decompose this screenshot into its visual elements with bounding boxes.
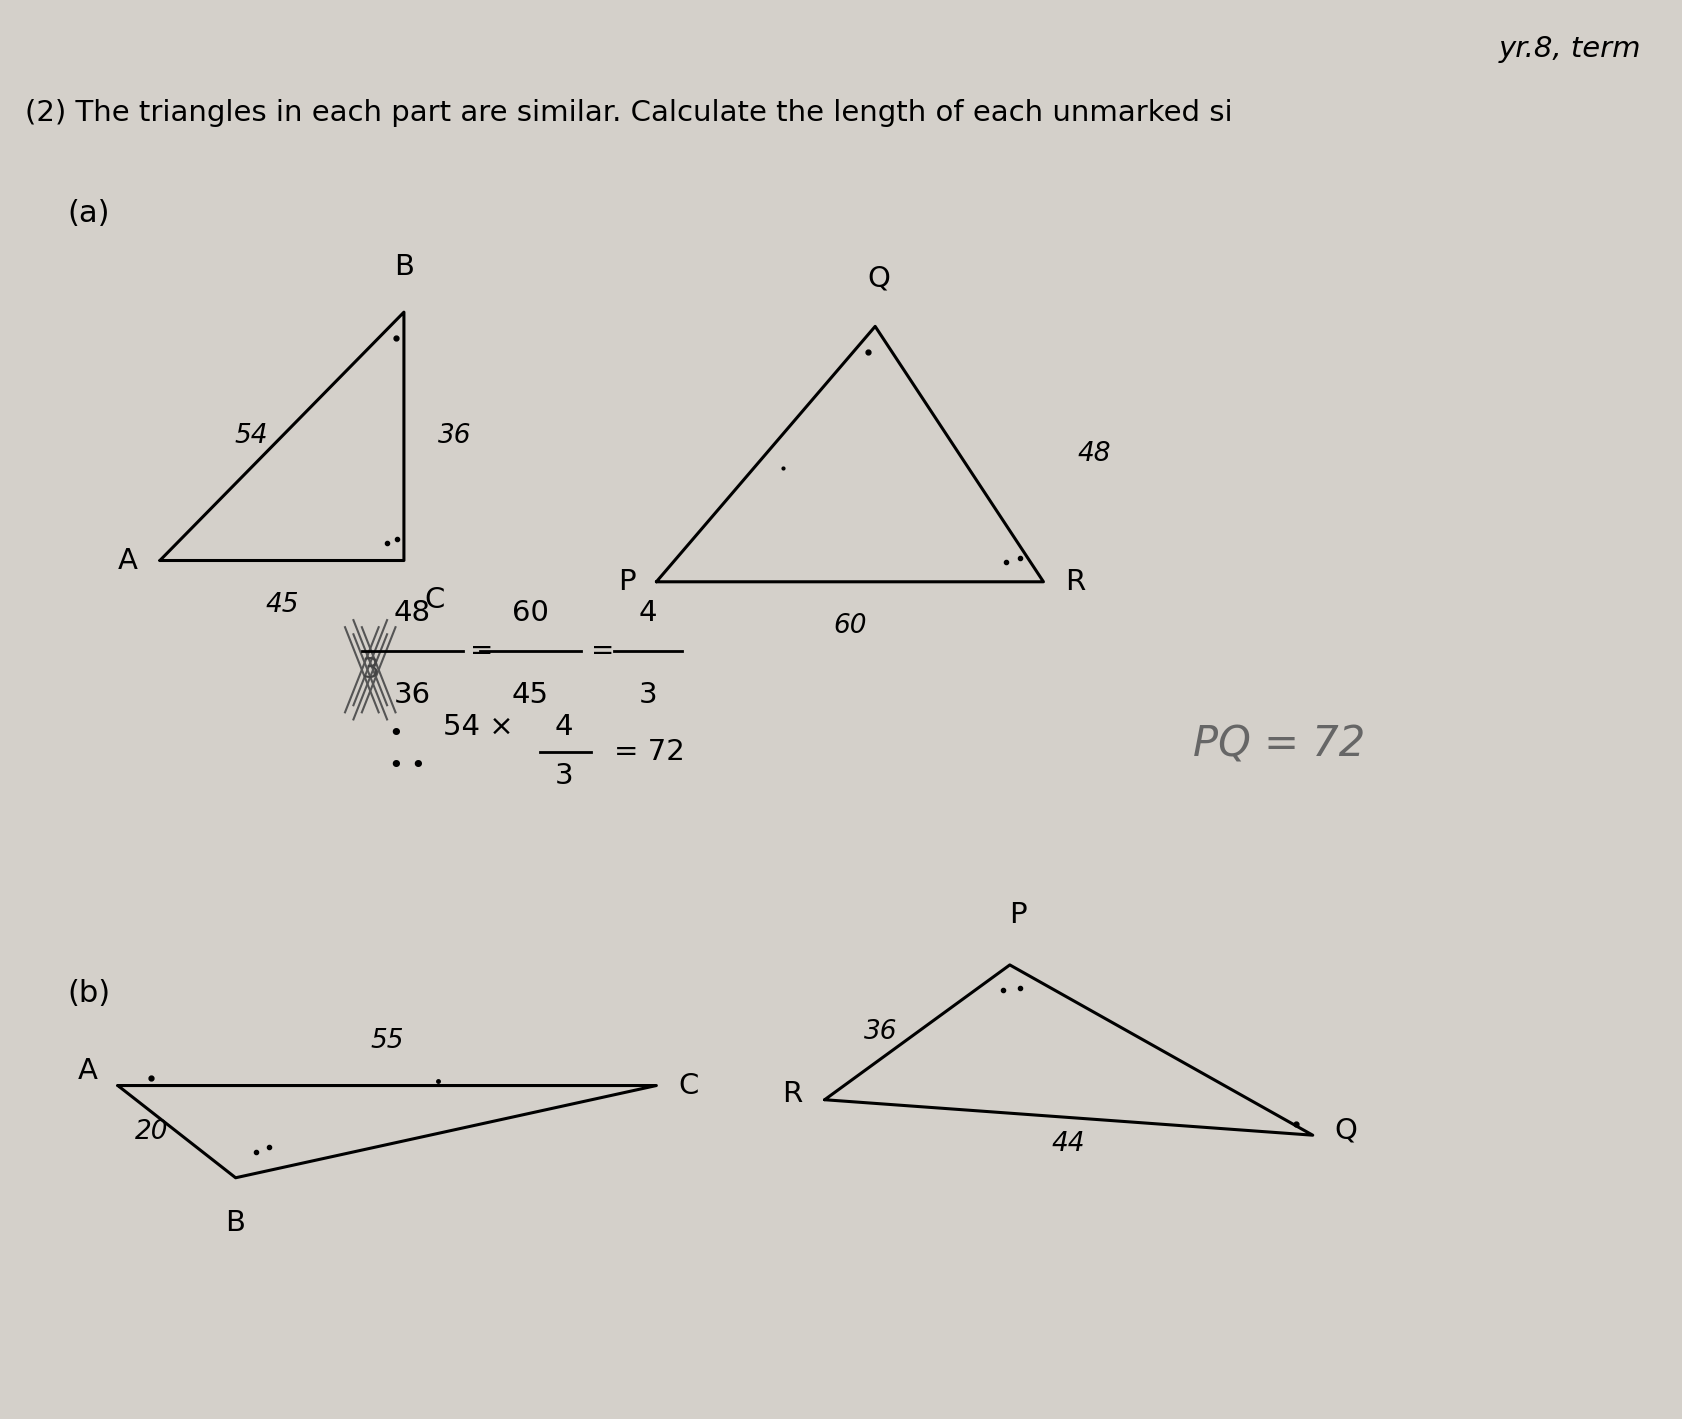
Text: 36: 36 [394, 681, 431, 710]
Text: =: = [590, 637, 614, 666]
Text: 3: 3 [362, 656, 378, 684]
Text: 48: 48 [1076, 441, 1110, 467]
Text: = 72: = 72 [614, 738, 685, 766]
Text: 4: 4 [555, 712, 572, 741]
Text: C: C [424, 586, 444, 614]
Text: B: B [394, 253, 414, 281]
Text: 54 ×: 54 × [442, 712, 513, 741]
Text: 60: 60 [511, 599, 548, 627]
Text: PQ = 72: PQ = 72 [1193, 724, 1364, 766]
Text: 3: 3 [637, 681, 658, 710]
Text: Q: Q [1334, 1117, 1357, 1145]
Text: •: • [410, 755, 424, 778]
Text: 54: 54 [235, 423, 267, 450]
Text: 3: 3 [553, 762, 574, 790]
Text: yr.8, term: yr.8, term [1497, 35, 1640, 64]
Text: A: A [77, 1057, 98, 1086]
Text: (2) The triangles in each part are similar. Calculate the length of each unmarke: (2) The triangles in each part are simil… [25, 99, 1233, 128]
Text: (b): (b) [67, 979, 111, 1007]
Text: 44: 44 [1051, 1131, 1085, 1156]
Text: Q: Q [866, 264, 890, 292]
Text: =: = [469, 637, 493, 666]
Text: 20: 20 [135, 1118, 168, 1145]
Text: 45: 45 [266, 592, 298, 617]
Text: P: P [619, 568, 636, 596]
Text: •: • [389, 722, 402, 745]
Text: C: C [678, 1071, 698, 1100]
Text: 36: 36 [437, 423, 471, 450]
Text: 48: 48 [394, 599, 431, 627]
Text: R: R [1065, 568, 1085, 596]
Text: P: P [1009, 901, 1026, 929]
Text: 60: 60 [833, 613, 866, 639]
Text: 55: 55 [370, 1029, 404, 1054]
Text: R: R [782, 1080, 802, 1108]
Text: 36: 36 [863, 1019, 897, 1046]
Text: •: • [389, 755, 402, 778]
Text: (a): (a) [67, 199, 109, 227]
Text: 4: 4 [639, 599, 656, 627]
Text: A: A [118, 546, 138, 575]
Text: 45: 45 [511, 681, 548, 710]
Text: B: B [225, 1209, 246, 1237]
